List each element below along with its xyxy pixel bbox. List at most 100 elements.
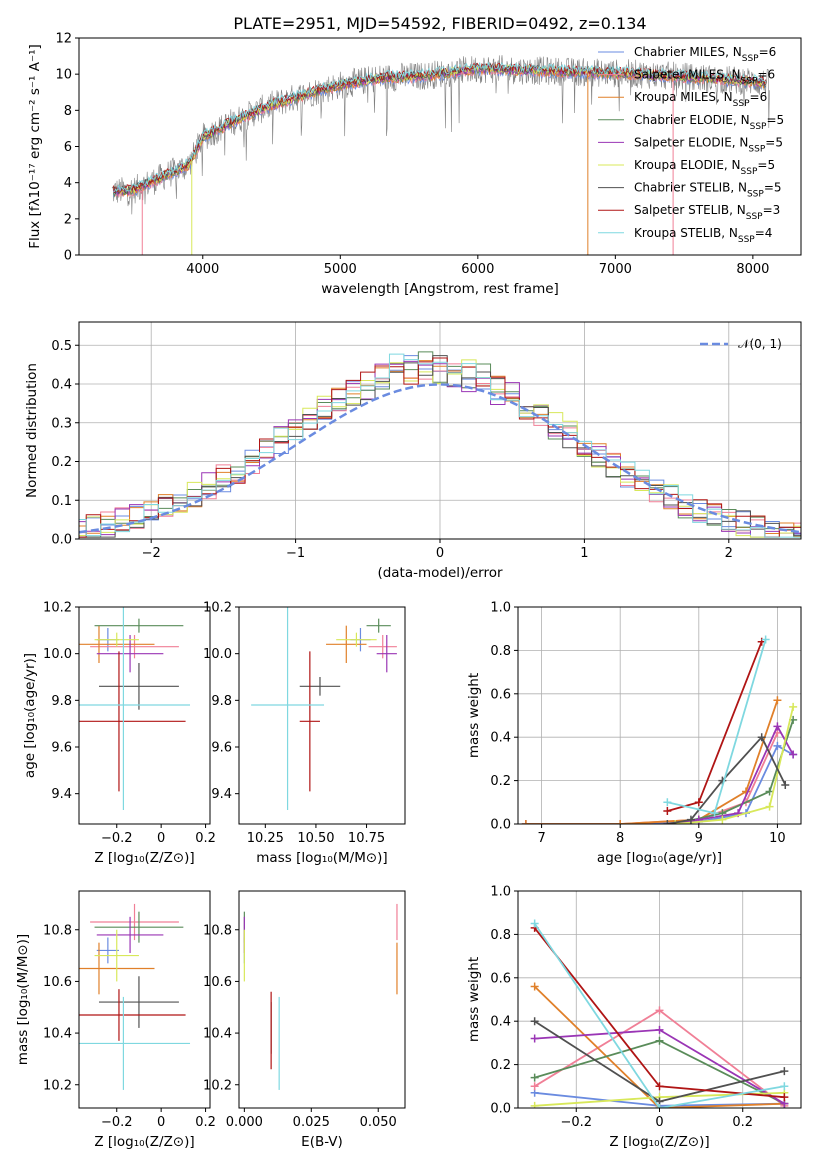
axes-residuals: −2 −1 0 1 2 0.0 0.1 0.2 0.3 0.4 0.5 (data-model)/er…	[24, 322, 801, 581]
y-tick-label: 9.4	[211, 787, 232, 802]
y-tick-label: 10.2	[203, 601, 232, 616]
axes-frame	[78, 321, 802, 540]
legend-label-suffix: =5	[765, 135, 783, 149]
series-marker	[780, 1093, 789, 1102]
legend-label-suffix: =5	[766, 113, 784, 127]
histogram-step	[79, 353, 801, 538]
axes-age-vs-Z: −0.2 0 0.2 9.4 9.6 9.8 10.0 10.2 Z [log₁₀(Z/Z⊙)]…	[22, 601, 216, 867]
series-marker	[789, 702, 798, 711]
y-tick-label: 1.0	[490, 885, 511, 900]
series-marker	[781, 780, 790, 789]
legend-label-suffix: =3	[763, 203, 781, 217]
legend-label: Chabrier MILES, NSSP=6	[634, 45, 776, 64]
model-spectrum	[113, 66, 767, 198]
series-marker	[655, 1036, 664, 1045]
model-spectrum	[113, 62, 767, 193]
axes-mass-vs-Z: −0.2 0 0.2 10.2 10.4 10.6 10.8 Z [log₁₀(Z/Z⊙)] m…	[15, 923, 216, 1150]
y-tick-label: 0.1	[51, 494, 72, 509]
x-tick-label: 10.25	[247, 831, 284, 846]
y-tick-label: 10.6	[43, 975, 72, 990]
legend-label: Kroupa STELIB, NSSP=4	[634, 226, 772, 245]
y-tick-label: 10.2	[203, 1078, 232, 1093]
legend-label-sub: SSP	[746, 212, 763, 222]
y-tick-label: 0.2	[490, 1058, 511, 1073]
axes-age-vs-mass: 10.25 10.50 10.75 9.4 9.6 9.8 10.0 10.2 mass [lo…	[203, 601, 388, 867]
y-tick-label: 0.5	[51, 339, 72, 354]
y-tick-label: 10.6	[203, 975, 232, 990]
legend-label-sub: SSP	[750, 122, 767, 132]
x-tick-label: −2	[142, 546, 161, 561]
series-marker	[530, 919, 539, 928]
legend-label-main: Salpeter ELODIE, N	[634, 135, 748, 149]
x-tick-label: 0	[655, 1115, 663, 1130]
series-marker	[765, 787, 774, 796]
y-tick-label: 0.4	[490, 731, 511, 746]
x-tick-label: 8000	[736, 262, 769, 277]
y-axis-label: age [log₁₀(age/yr)]	[22, 653, 38, 778]
series-marker	[789, 750, 798, 759]
y-tick-label: 9.6	[51, 741, 72, 756]
y-tick-label: 0.6	[490, 971, 511, 986]
x-axis-label: Z [log₁₀(Z/Z⊙)]	[609, 1134, 709, 1150]
y-tick-label: 0.6	[490, 687, 511, 702]
series-marker	[530, 1017, 539, 1026]
y-tick-label: 1.0	[490, 601, 511, 616]
x-tick-label: 0.000	[226, 1115, 263, 1130]
data-spectrum	[111, 55, 770, 215]
model-spectrum	[113, 61, 767, 193]
series-marker	[530, 1101, 539, 1108]
x-axis-label: Z [log₁₀(Z/Z⊙)]	[94, 850, 194, 866]
x-tick-label: 1	[580, 546, 588, 561]
legend-label: Kroupa MILES, NSSP=6	[634, 90, 767, 109]
x-tick-label: 10	[769, 831, 786, 846]
x-tick-label: 0.2	[195, 1115, 216, 1130]
x-tick-label: 6000	[461, 262, 494, 277]
x-tick-label: 7000	[599, 262, 632, 277]
axes-frame	[517, 890, 802, 1109]
y-tick-label: 10.4	[43, 1027, 72, 1042]
y-tick-label: 10.8	[43, 923, 72, 938]
legend-label-sub: SSP	[742, 54, 759, 64]
x-tick-label: 0	[436, 546, 444, 561]
x-tick-label: −0.2	[101, 831, 133, 846]
x-tick-label: 0.025	[293, 1115, 330, 1130]
series-marker	[780, 1067, 789, 1076]
axes-mass-vs-ebv: 0.000 0.025 0.050 10.2 10.4 10.6 10.8 E(B-V)	[203, 923, 397, 1150]
series-line	[675, 706, 794, 824]
model-spectrum	[113, 62, 767, 195]
legend-label-sub: SSP	[741, 77, 758, 87]
y-axis-label: mass weight	[466, 957, 482, 1042]
axes-mass-weight-vs-Z: −0.2 0 0.2 0.0 0.2 0.4 0.6 0.8 1.0 Z [log₁₀(Z/Z⊙)…	[466, 885, 801, 1150]
x-tick-label: 7	[537, 831, 545, 846]
y-tick-label: 0.0	[490, 1102, 511, 1117]
y-tick-label: 12	[55, 32, 72, 47]
legend-label-suffix: =4	[755, 226, 773, 240]
series-marker	[655, 1082, 664, 1091]
axes-frame	[238, 606, 406, 825]
y-axis-label: mass [log₁₀(M/M⊙)]	[15, 934, 31, 1065]
legend-label-suffix: =5	[764, 181, 782, 195]
legend-label-main: Chabrier ELODIE, N	[634, 113, 750, 127]
legend-label-suffix: =6	[757, 68, 775, 82]
legend-label-sub: SSP	[738, 235, 755, 245]
y-tick-label: 0.0	[51, 533, 72, 548]
x-tick-label: −1	[286, 546, 305, 561]
x-axis-label: (data-model)/error	[377, 565, 503, 581]
y-tick-label: 9.8	[211, 694, 232, 709]
series-marker	[663, 820, 672, 824]
x-tick-label: 0	[157, 831, 165, 846]
series-marker	[718, 815, 727, 824]
series-marker	[530, 982, 539, 991]
y-tick-label: 0.2	[51, 455, 72, 470]
y-tick-label: 10.0	[43, 647, 72, 662]
y-tick-label: 9.6	[211, 741, 232, 756]
series-marker	[530, 1082, 539, 1091]
lines-mass-weight-vs-Z	[530, 919, 789, 1108]
x-tick-label: −0.2	[101, 1115, 133, 1130]
series-marker	[530, 1073, 539, 1082]
legend-label-main: Salpeter STELIB, N	[634, 203, 746, 217]
series-marker	[663, 806, 672, 815]
legend-label-sub: SSP	[733, 99, 750, 109]
series-marker	[655, 1104, 664, 1108]
figure-title: PLATE=2951, MJD=54592, FIBERID=0492, z=0…	[233, 14, 646, 33]
